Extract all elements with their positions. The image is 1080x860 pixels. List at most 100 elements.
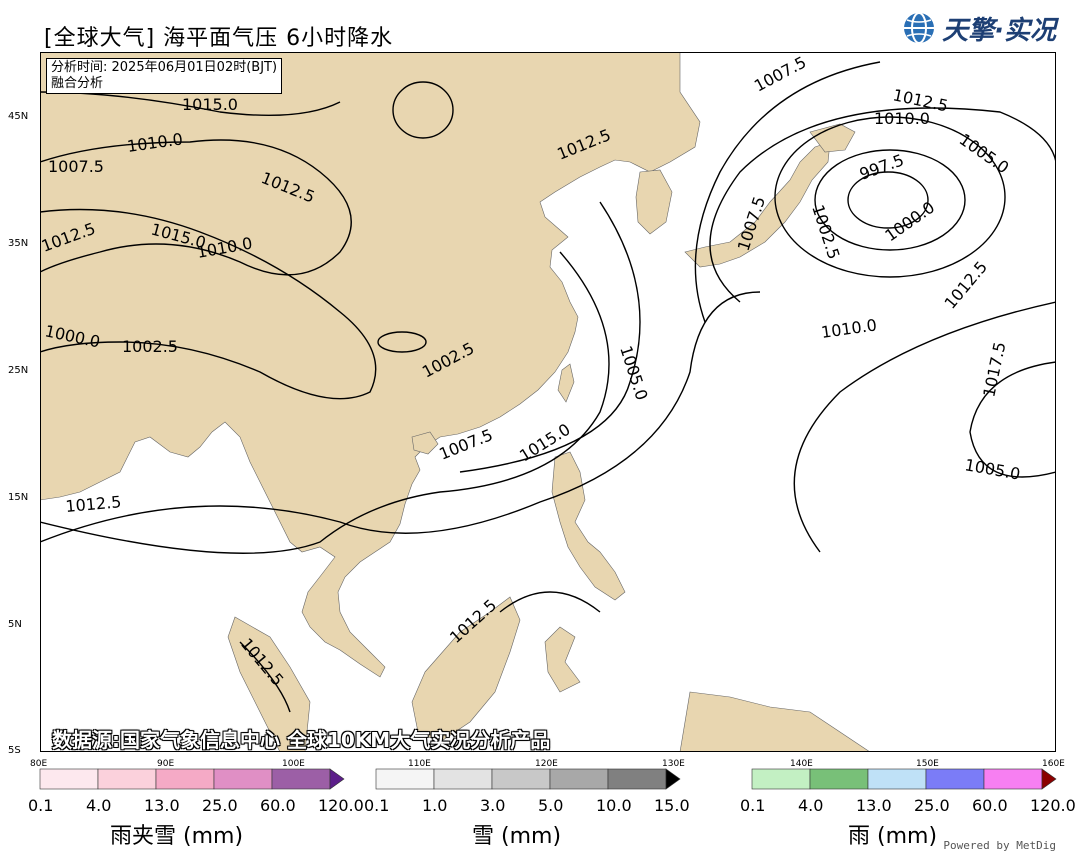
land-hokkaido (809, 123, 856, 153)
legend-tick: 5.0 (538, 796, 564, 815)
land-new-guinea (679, 691, 871, 752)
legend-swatch (155, 768, 215, 790)
analysis-info-box: 分析时间: 2025年06月01日02时(BJT) 融合分析 (46, 58, 283, 94)
land-asia (40, 52, 701, 678)
lon-label: 80E (30, 759, 48, 769)
lat-label: 5S (8, 745, 21, 756)
analysis-method: 融合分析 (51, 76, 104, 91)
isobar-label: 1012.5 (65, 492, 122, 516)
brand-text: 天擎·实况 (942, 15, 1056, 46)
land-borneo (411, 596, 521, 743)
isobar-line (392, 81, 454, 139)
legend-snow-title: 雪 (mm) (472, 824, 562, 849)
lat-label: 5N (8, 619, 22, 630)
legend-swatch (549, 768, 609, 790)
legend-swatch (867, 768, 927, 790)
legend-tick: 120.0 (1030, 796, 1076, 815)
lon-label: 90E (157, 759, 175, 769)
land-hainan (411, 431, 439, 455)
lon-label: 100E (282, 759, 305, 769)
lon-label: 160E (1042, 759, 1065, 769)
legend-tick: 60.0 (260, 796, 296, 815)
brand-logo: 天擎·实况 (902, 10, 1056, 46)
legend-tick: 25.0 (202, 796, 238, 815)
isobars (40, 61, 1056, 713)
pressure-map[interactable]: 1007.5 1012.5 1015.0 1010.0 1012.5 1007.… (40, 52, 1056, 752)
lat-label: 35N (8, 238, 29, 249)
powered-by: Powered by MetDig (943, 839, 1056, 852)
lon-label: 110E (408, 759, 431, 769)
isobar-line (40, 139, 352, 276)
globe-icon (904, 12, 935, 44)
legend-tick: 4.0 (798, 796, 824, 815)
isobar-line (40, 208, 377, 400)
isobar-line (709, 107, 1056, 303)
legend-swatch (925, 768, 985, 790)
isobar-line (847, 171, 929, 229)
lon-label: 140E (790, 759, 813, 769)
isobar-label: 1010.0 (874, 109, 930, 128)
legend-swatch (809, 768, 869, 790)
lat-label: 45N (8, 111, 29, 122)
land-korea (635, 169, 673, 235)
legend-tick: 15.0 (654, 796, 690, 815)
isobar-line (774, 116, 1006, 278)
legend-tick: 0.1 (740, 796, 766, 815)
legend-swatch (491, 768, 551, 790)
land-japan (684, 141, 831, 268)
lat-label: 15N (8, 492, 29, 503)
lon-label: 150E (916, 759, 939, 769)
isobar-line (499, 591, 601, 613)
legend-mixed-bar (39, 768, 345, 790)
legend-extend-arrow (329, 768, 345, 790)
isobar-line (814, 149, 966, 251)
legend-extend-arrow (1041, 768, 1057, 790)
data-source: 数据源:国家气象信息中心 全球10KM大气实况分析产品 (52, 728, 551, 752)
isobar-label: 1015.0 (182, 95, 238, 114)
map-frame (40, 52, 1056, 752)
legend-tick: 4.0 (86, 796, 112, 815)
legend-bars (39, 768, 1057, 790)
isobar-label: 1002.5 (122, 337, 178, 356)
isobar-line (969, 361, 1056, 478)
legend-tick: 13.0 (856, 796, 892, 815)
legend-swatch (97, 768, 157, 790)
legend-tick: 0.1 (28, 796, 54, 815)
legend-swatch (39, 768, 99, 790)
legend-tick: 0.1 (364, 796, 390, 815)
legend-snow-bar (375, 768, 681, 790)
isobar-line (40, 251, 610, 554)
land-sulawesi (544, 626, 581, 693)
legend-tick: 120.0 (318, 796, 364, 815)
legend-swatch (213, 768, 273, 790)
legend-mixed-title: 雨夹雪 (mm) (110, 824, 244, 849)
map-panel[interactable]: 1007.5 1012.5 1015.0 1010.0 1012.5 1007.… (40, 52, 1056, 752)
legend-swatch (271, 768, 331, 790)
isobar-label: 1007.5 (48, 157, 104, 176)
isobar-line (239, 641, 291, 713)
legend-tick: 13.0 (144, 796, 180, 815)
lat-label: 25N (8, 365, 29, 376)
isobar-line (694, 61, 881, 323)
isobar-line (459, 201, 641, 473)
legend-swatch (433, 768, 493, 790)
isobar-line (377, 331, 427, 353)
legend-tick: 10.0 (596, 796, 632, 815)
legend-rain-title: 雨 (mm) (848, 824, 938, 849)
legend-rain-bar (751, 768, 1057, 790)
legend-swatch (983, 768, 1043, 790)
lon-label: 130E (662, 759, 685, 769)
legend-extend-arrow (665, 768, 681, 790)
legend-swatch (375, 768, 435, 790)
legend-swatch (607, 768, 667, 790)
legend-swatch (751, 768, 811, 790)
legend-tick: 1.0 (422, 796, 448, 815)
legend-tick: 3.0 (480, 796, 506, 815)
analysis-time: 分析时间: 2025年06月01日02时(BJT) (51, 60, 278, 75)
isobar-line (40, 291, 761, 543)
isobar-line (793, 301, 1056, 553)
land-philippines (551, 451, 626, 601)
legend-tick: 25.0 (914, 796, 950, 815)
map-title: [全球大气] 海平面气压 6小时降水 (44, 26, 394, 51)
legend-tick: 60.0 (972, 796, 1008, 815)
